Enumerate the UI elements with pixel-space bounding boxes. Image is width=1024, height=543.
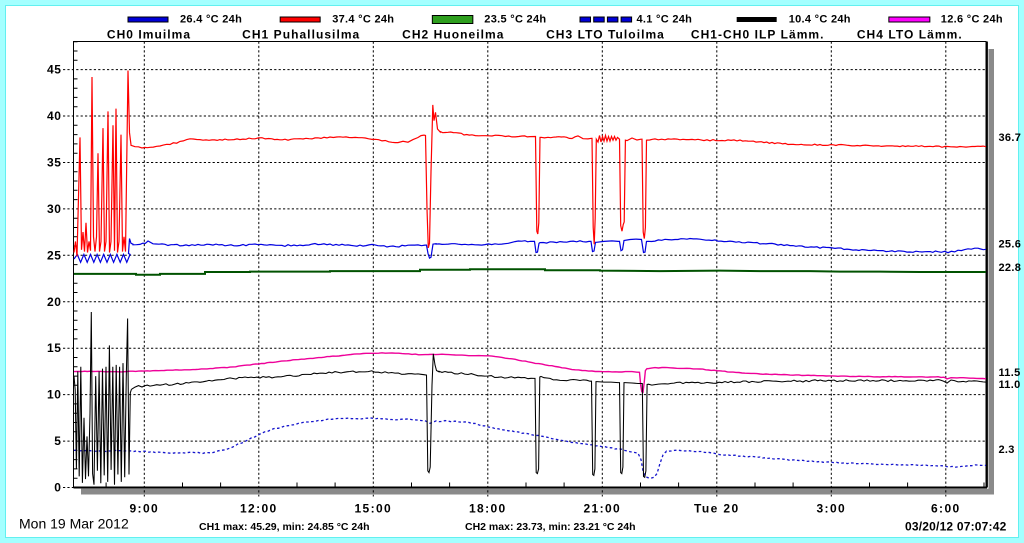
svg-text:21:00: 21:00 — [583, 502, 621, 516]
svg-text:10: 10 — [47, 388, 62, 402]
svg-text:CH1 Puhallusilma: CH1 Puhallusilma — [242, 28, 360, 42]
svg-text:20: 20 — [47, 295, 62, 309]
svg-text:11.5: 11.5 — [999, 367, 1021, 379]
svg-text:CH2 Huoneilma: CH2 Huoneilma — [402, 28, 504, 42]
svg-text:2.3: 2.3 — [999, 444, 1015, 456]
svg-text:9:00: 9:00 — [129, 502, 159, 516]
svg-text:25: 25 — [47, 248, 62, 262]
svg-text:Tue 20: Tue 20 — [694, 502, 740, 516]
svg-text:CH1 max: 45.29, min: 24.85 °C: CH1 max: 45.29, min: 24.85 °C 24h — [199, 521, 370, 533]
svg-text:3:00: 3:00 — [816, 502, 846, 516]
svg-text:5: 5 — [54, 434, 61, 448]
svg-text:Mon 19 Mar 2012: Mon 19 Mar 2012 — [19, 516, 129, 532]
svg-text:10.4 °C 24h: 10.4 °C 24h — [789, 14, 851, 26]
svg-text:4.1 °C 24h: 4.1 °C 24h — [637, 14, 693, 26]
svg-text:23.5 °C 24h: 23.5 °C 24h — [484, 14, 546, 26]
svg-text:37.4 °C 24h: 37.4 °C 24h — [332, 14, 394, 26]
svg-text:15: 15 — [47, 341, 62, 355]
svg-text:0: 0 — [54, 481, 61, 495]
svg-text:CH2 max: 23.73, min: 23.21 °C: CH2 max: 23.73, min: 23.21 °C 24h — [465, 521, 636, 533]
svg-text:03/20/12 07:07:42: 03/20/12 07:07:42 — [905, 520, 1007, 534]
svg-text:35: 35 — [47, 156, 62, 170]
svg-text:36.7: 36.7 — [999, 132, 1022, 144]
svg-text:18:00: 18:00 — [469, 502, 507, 516]
svg-text:12:00: 12:00 — [240, 502, 278, 516]
svg-text:40: 40 — [47, 109, 62, 123]
svg-text:CH4 LTO Lämm.: CH4 LTO Lämm. — [857, 28, 963, 42]
svg-text:26.4 °C 24h: 26.4 °C 24h — [180, 14, 242, 26]
svg-text:6:00: 6:00 — [931, 502, 961, 516]
svg-text:CH1-CH0 ILP Lämm.: CH1-CH0 ILP Lämm. — [691, 28, 825, 42]
svg-text:25.6: 25.6 — [999, 239, 1022, 251]
svg-text:30: 30 — [47, 202, 62, 216]
svg-text:12.6 °C 24h: 12.6 °C 24h — [941, 14, 1003, 26]
svg-text:11.0: 11.0 — [999, 379, 1021, 391]
svg-text:CH3 LTO Tuloilma: CH3 LTO Tuloilma — [546, 28, 665, 42]
svg-text:15:00: 15:00 — [354, 502, 392, 516]
svg-text:45: 45 — [47, 63, 62, 77]
svg-text:22.8: 22.8 — [999, 262, 1022, 274]
svg-text:CH0 Imuilma: CH0 Imuilma — [107, 28, 191, 42]
